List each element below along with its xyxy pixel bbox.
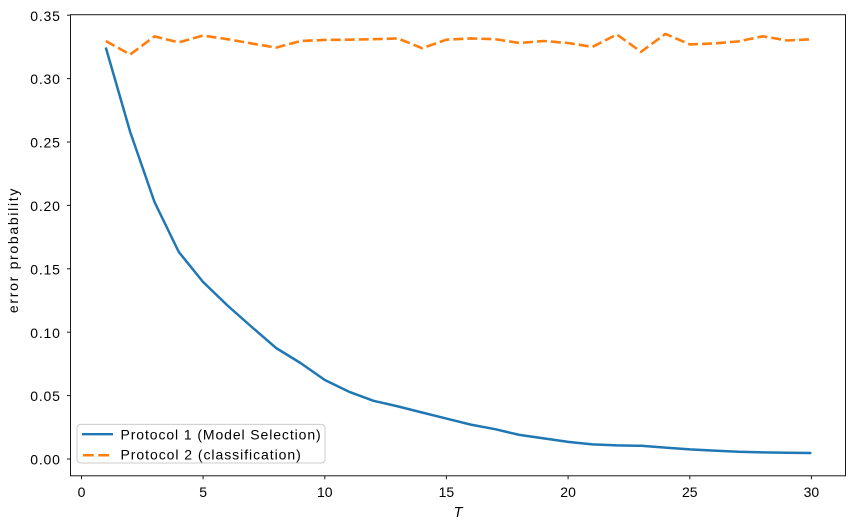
svg-text:0.20: 0.20 bbox=[30, 198, 60, 214]
svg-text:0.25: 0.25 bbox=[30, 135, 60, 151]
svg-text:20: 20 bbox=[560, 484, 576, 500]
svg-text:25: 25 bbox=[682, 484, 698, 500]
svg-text:0.35: 0.35 bbox=[30, 8, 60, 24]
svg-text:15: 15 bbox=[439, 484, 455, 500]
svg-text:0.30: 0.30 bbox=[30, 71, 60, 87]
svg-text:0.10: 0.10 bbox=[30, 325, 60, 341]
svg-text:0.05: 0.05 bbox=[30, 388, 60, 404]
svg-text:Protocol 1 (Model Selection): Protocol 1 (Model Selection) bbox=[121, 426, 322, 442]
svg-text:5: 5 bbox=[199, 484, 207, 500]
svg-text:Protocol 2 (classification): Protocol 2 (classification) bbox=[121, 446, 302, 462]
svg-text:error probability: error probability bbox=[5, 187, 21, 313]
svg-text:0: 0 bbox=[78, 484, 86, 500]
svg-text:0.00: 0.00 bbox=[30, 452, 60, 468]
svg-text:30: 30 bbox=[804, 484, 820, 500]
svg-text:T: T bbox=[454, 505, 464, 521]
svg-text:0.15: 0.15 bbox=[30, 261, 60, 277]
svg-text:10: 10 bbox=[317, 484, 333, 500]
